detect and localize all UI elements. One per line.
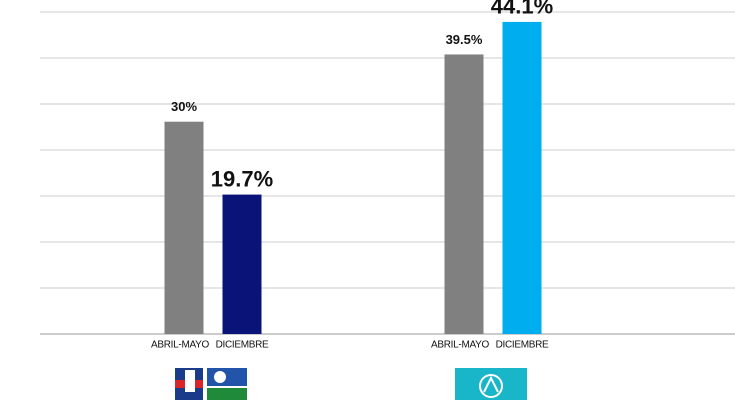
bar <box>502 21 542 335</box>
logo <box>214 371 226 383</box>
value-label: 19.7% <box>211 166 273 191</box>
logo <box>207 388 247 400</box>
logo <box>455 368 527 400</box>
bar <box>222 194 262 334</box>
logo-group-2 <box>455 368 527 400</box>
logo <box>483 375 499 393</box>
value-label: 30% <box>171 99 197 114</box>
bar-label: DICIEMBRE <box>496 340 549 351</box>
bar-label: ABRIL-MAYO <box>431 340 489 351</box>
logo <box>207 368 247 386</box>
logo-group-1 <box>175 368 247 400</box>
value-label: 39.5% <box>446 32 483 47</box>
bar-label: DICIEMBRE <box>216 340 269 351</box>
logo <box>479 374 503 398</box>
logo <box>185 370 195 392</box>
bar <box>164 121 204 334</box>
bar-label: ABRIL-MAYO <box>151 340 209 351</box>
bar <box>444 54 484 334</box>
value-label: 44.1% <box>491 0 553 19</box>
